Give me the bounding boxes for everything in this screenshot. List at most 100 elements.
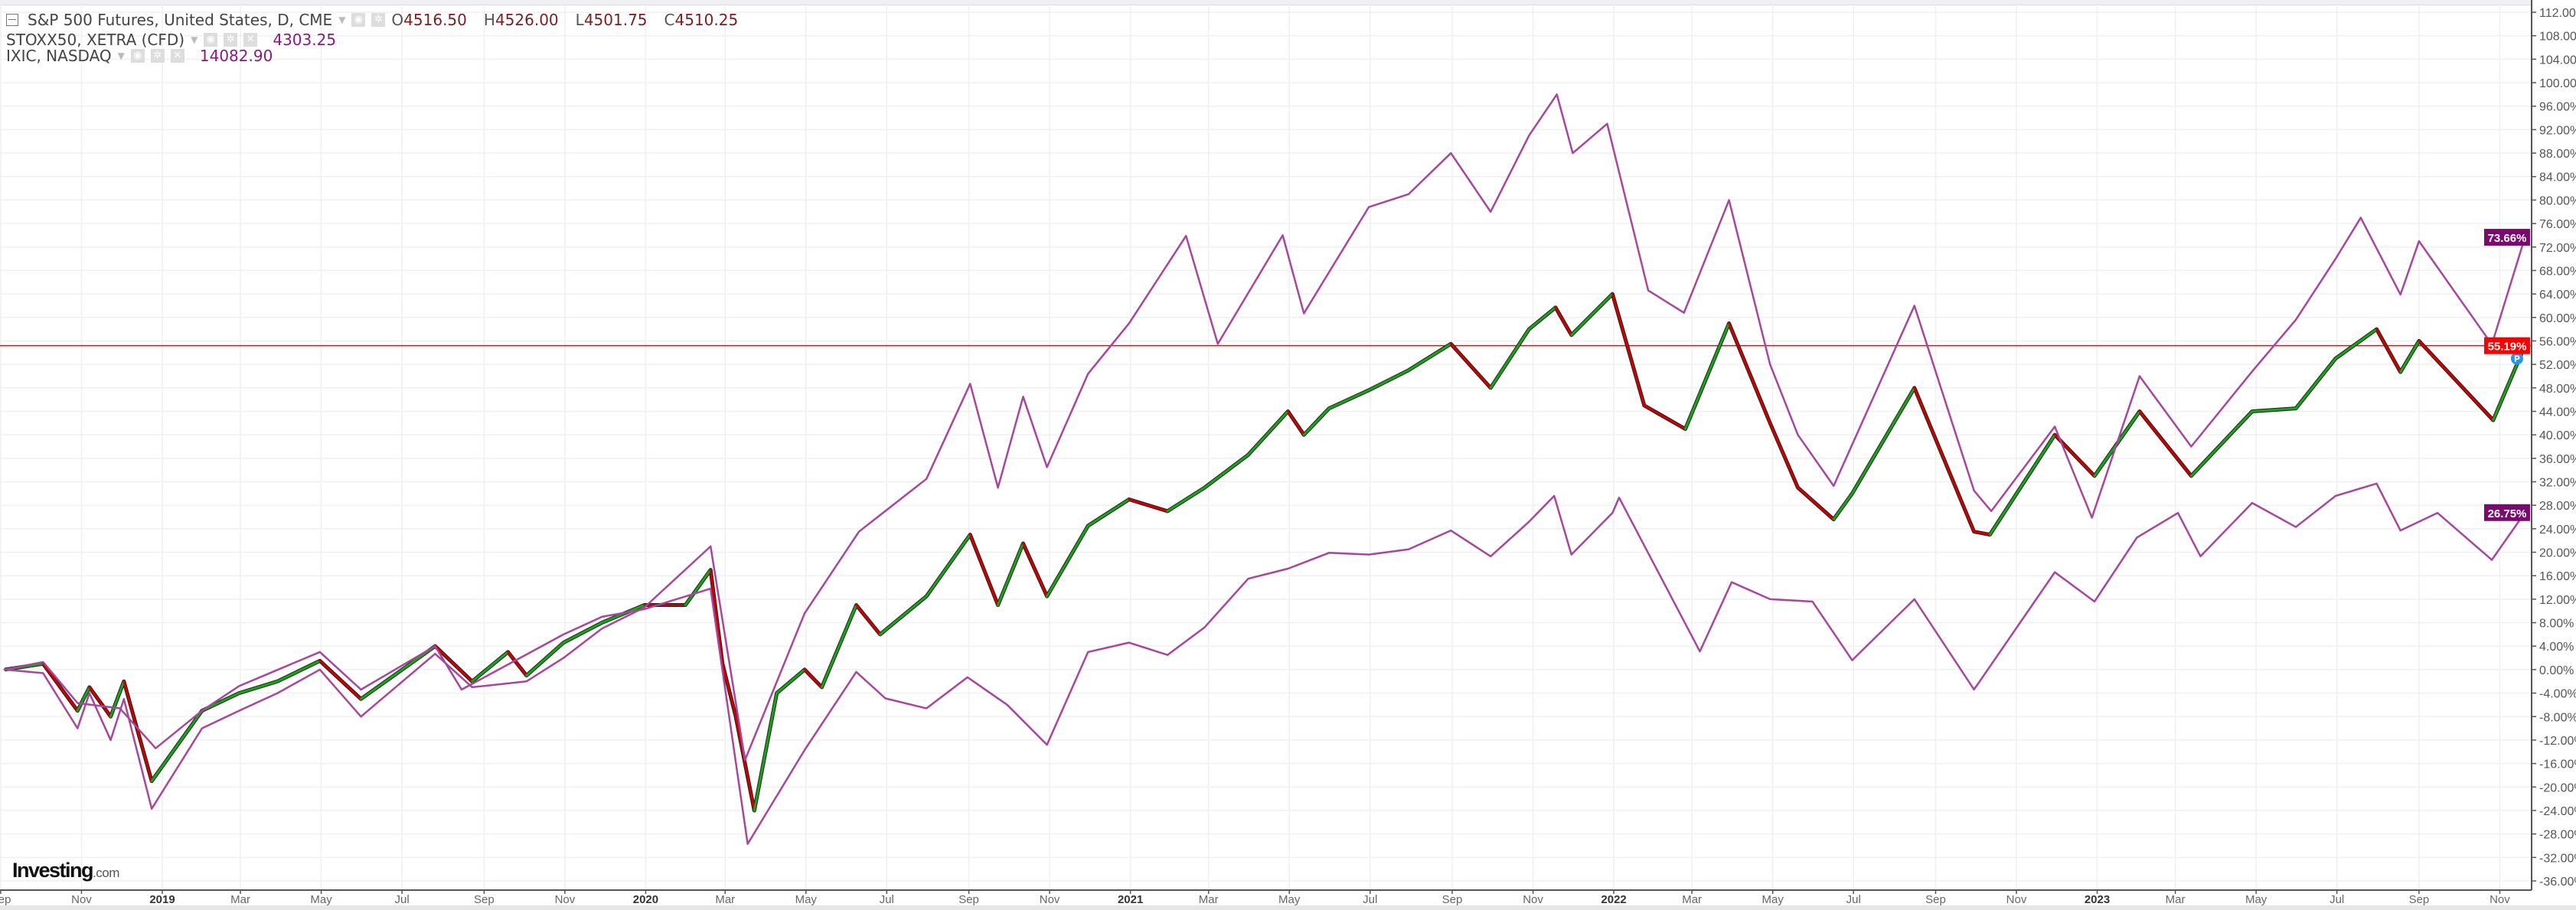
y-tick-label: 24.00% [2539, 523, 2576, 537]
y-tick-label: 88.00% [2539, 148, 2576, 161]
x-tick-label: Sep [474, 893, 495, 906]
compare-value: 14082.90 [199, 47, 273, 65]
candle-segment [803, 668, 824, 689]
candle-segment [507, 651, 528, 677]
compare-symbol-title[interactable]: STOXX50, XETRA (CFD) [6, 31, 185, 49]
candle-segment [1128, 498, 1169, 513]
y-tick-label: 44.00% [2539, 406, 2576, 419]
gear-icon[interactable]: ✲ [371, 13, 386, 27]
y-tick-label: 28.00% [2539, 500, 2576, 513]
logo-suffix: .com [93, 866, 119, 880]
candle-segment [1988, 433, 2056, 537]
x-tick-label: Jul [395, 893, 410, 906]
candle-segment [41, 662, 79, 713]
y-tick-label: 8.00% [2539, 618, 2574, 631]
candle-segment [1367, 369, 1410, 392]
x-tick-label: Nov [2489, 893, 2510, 906]
eye-icon[interactable]: ◉ [204, 33, 218, 47]
gear-icon[interactable]: ✲ [224, 33, 238, 47]
candle-segment [433, 644, 474, 683]
x-tick-label: Sep [0, 893, 11, 906]
compare-series-line [4, 482, 2526, 845]
candle-segment [997, 542, 1024, 607]
y-tick-label: 16.00% [2539, 570, 2576, 583]
collapse-legend-icon[interactable] [6, 14, 18, 26]
candle-segment [1850, 387, 1916, 495]
candle-segment [525, 641, 565, 677]
legend-compare-stoxx50: STOXX50, XETRA (CFD) ▼ ◉ ✲ ✕ 4303.25 [6, 31, 336, 49]
x-tick-label: 2021 [1118, 893, 1143, 906]
last-value-labels: 73.66% 26.75% 55.19% [2484, 229, 2530, 521]
candle-segment [1768, 422, 1800, 489]
candle-segment [734, 715, 756, 812]
candle-segment [2294, 357, 2337, 410]
high-value: 4526.00 [495, 11, 559, 29]
candle-segment [2138, 409, 2192, 478]
compare-symbol-title[interactable]: IXIC, NASDAQ [6, 47, 112, 65]
candle-segment [1797, 486, 1835, 521]
chevron-down-icon[interactable]: ▼ [117, 51, 125, 61]
y-tick-label: 76.00% [2539, 218, 2576, 231]
y-tick-label: 92.00% [2539, 124, 2576, 137]
y-tick-label: -4.00% [2539, 688, 2576, 701]
eye-icon[interactable]: ◉ [351, 13, 366, 27]
x-tick-label: Mar [1682, 893, 1702, 906]
last-value-label-bg [2484, 504, 2530, 521]
candle-segment [276, 659, 322, 683]
y-tick-label: 32.00% [2539, 477, 2576, 490]
x-tick-label: May [2245, 893, 2267, 906]
y-tick-label: 52.00% [2539, 359, 2576, 372]
close-icon[interactable]: ✕ [170, 49, 184, 63]
candle-segment [150, 709, 204, 783]
y-tick-label: -28.00% [2539, 829, 2576, 842]
candle-segment [1086, 498, 1131, 527]
legend-compare-ixic: IXIC, NASDAQ ▼ ◉ ✲ ✕ 14082.90 [6, 47, 273, 65]
close-label: C [664, 11, 675, 29]
candle-segment [88, 686, 113, 718]
close-value: 4510.25 [674, 11, 739, 29]
y-tick-label: 60.00% [2539, 312, 2576, 325]
x-tick-label: Sep [2409, 893, 2430, 906]
candle-segment [968, 533, 1000, 607]
top-toolbar-strip [0, 0, 2576, 5]
x-tick-label: Sep [1442, 893, 1463, 906]
price-line-label: 55.19% [2488, 341, 2527, 354]
y-tick-label: -16.00% [2539, 758, 2576, 771]
candle-segment [821, 604, 858, 689]
candle-segment [1611, 292, 1646, 407]
candle-segment [775, 668, 806, 695]
candle-segment [1203, 453, 1250, 489]
candle-segment [1449, 342, 1492, 390]
y-tick-label: 56.00% [2539, 335, 2576, 348]
x-tick-label: Mar [715, 893, 735, 906]
candle-segment [1554, 306, 1573, 337]
close-icon[interactable]: ✕ [243, 33, 258, 47]
candle-segment [753, 692, 779, 812]
candle-segment [1973, 530, 1991, 537]
candle-segment [2399, 339, 2421, 373]
main-symbol-title[interactable]: S&P 500 Futures, United States, D, CME [28, 11, 333, 29]
x-tick-label: Mar [2166, 893, 2186, 906]
x-tick-label: Nov [1040, 893, 1060, 906]
chevron-down-icon[interactable]: ▼ [191, 34, 198, 45]
marker-p-icon [2510, 352, 2523, 365]
candle-segment [2189, 409, 2254, 478]
low-value: 4501.75 [583, 11, 648, 29]
x-tick-label: 2019 [149, 893, 175, 906]
y-tick-label: 84.00% [2539, 171, 2576, 184]
gear-icon[interactable]: ✲ [150, 49, 165, 63]
candle-segment [1728, 321, 1771, 425]
open-label: O [391, 11, 404, 29]
candle-segment [76, 686, 91, 713]
y-axis-panel [2532, 0, 2576, 905]
chevron-down-icon[interactable]: ▼ [338, 15, 346, 25]
y-tick-label: 0.00% [2539, 664, 2574, 677]
candle-segment [1022, 542, 1049, 598]
y-tick-label: -12.00% [2539, 735, 2576, 748]
last-value-label-bg [2484, 229, 2530, 246]
x-tick-label: 2023 [2085, 893, 2110, 906]
eye-icon[interactable]: ◉ [130, 49, 145, 63]
x-tick-label: Jul [2330, 893, 2344, 906]
y-tick-label: 40.00% [2539, 429, 2576, 442]
